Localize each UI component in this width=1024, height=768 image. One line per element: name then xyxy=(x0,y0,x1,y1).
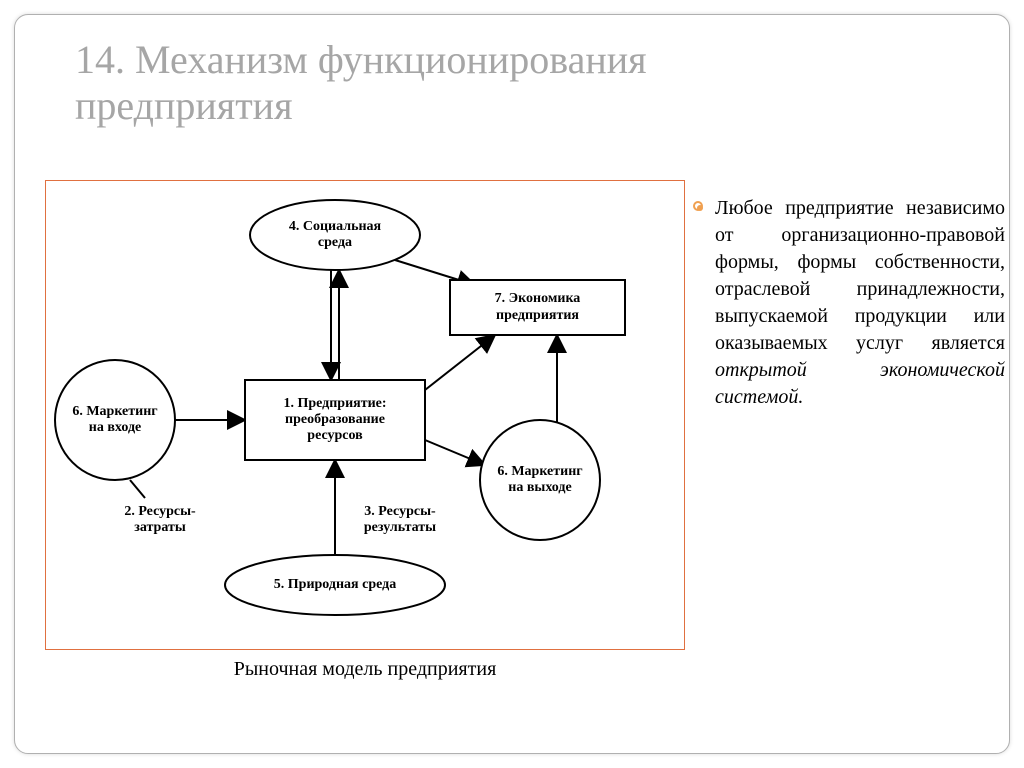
slide-title: 14. Механизм функционирования предприяти… xyxy=(75,37,855,129)
bullet-text-italic: открытой экономической системой. xyxy=(715,359,1005,408)
node-n1: 1. Предприятие: преобразование ресурсов xyxy=(245,380,425,460)
node-n6out: 6. Маркетинг на выходе xyxy=(480,420,600,540)
bullet-icon xyxy=(693,201,703,211)
slide-frame: 14. Механизм функционирования предприяти… xyxy=(14,14,1010,754)
node-n7: 7. Экономика предприятия xyxy=(450,280,625,335)
node-n4: 4. Социальная среда xyxy=(250,200,420,270)
bullet-text: Любое предприятие независимо от организа… xyxy=(715,195,1005,411)
diagram: 1. Предприятие: преобразование ресурсов 4… xyxy=(45,180,685,690)
diagram-caption: Рыночная модель предприятия xyxy=(45,658,685,681)
bullet-block: Любое предприятие независимо от организа… xyxy=(715,195,1005,411)
bullet-text-plain: Любое предприятие независимо от организа… xyxy=(715,197,1005,354)
node-l3: 3. Ресурсы- результаты xyxy=(340,500,460,540)
node-n6in: 6. Маркетинг на входе xyxy=(55,360,175,480)
node-n5: 5. Природная среда xyxy=(225,555,445,615)
node-l2: 2. Ресурсы- затраты xyxy=(100,500,220,540)
